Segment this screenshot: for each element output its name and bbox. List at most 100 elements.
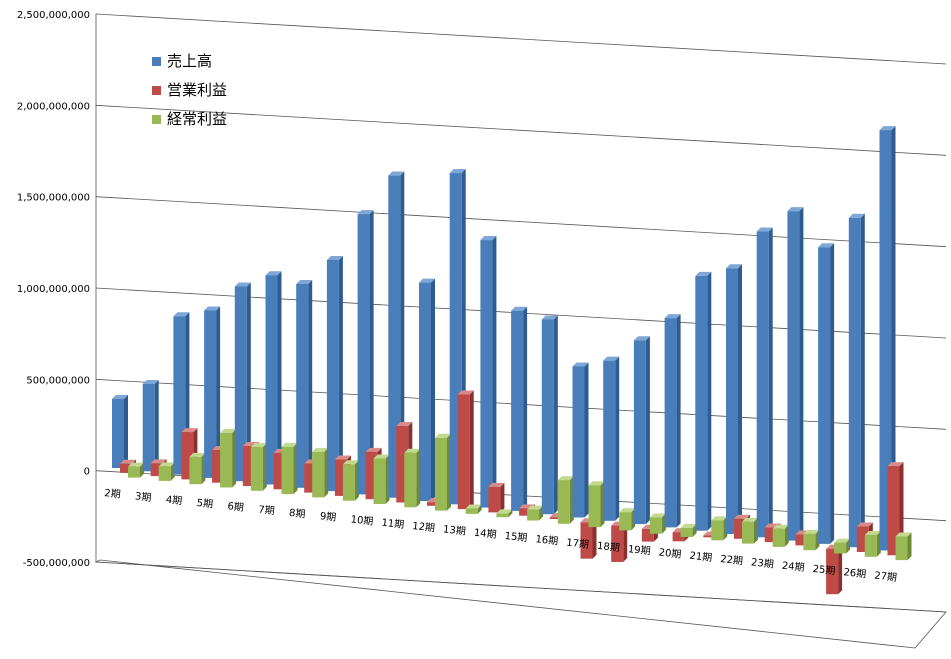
- bar-top: [633, 336, 650, 341]
- bar: [189, 456, 202, 485]
- x-tick-label: 16期: [535, 533, 559, 547]
- x-tick-label: 9期: [319, 510, 337, 524]
- bar: [549, 517, 562, 519]
- bar-top: [365, 447, 382, 452]
- bar-top: [680, 523, 697, 528]
- bar: [649, 517, 662, 534]
- legend-label: 経常利益: [167, 110, 227, 128]
- x-tick-label: 15期: [504, 530, 528, 544]
- gridline: [95, 13, 947, 65]
- y-tick-label: 1,000,000,000: [17, 284, 90, 295]
- bar-top: [342, 460, 359, 465]
- x-tick-label: 11期: [381, 517, 405, 531]
- bar-top: [557, 476, 574, 481]
- bar-top: [465, 504, 482, 509]
- bar: [803, 533, 816, 551]
- x-tick-label: 3期: [134, 490, 152, 504]
- x-tick-label: 21期: [689, 550, 713, 564]
- y-tick-label: 0: [84, 467, 90, 478]
- bar-top: [357, 210, 374, 215]
- bar: [281, 446, 294, 495]
- bar: [703, 535, 716, 538]
- legend-swatch: [152, 86, 161, 95]
- bar-top: [281, 442, 298, 447]
- bar: [680, 527, 693, 537]
- bar-side: [400, 171, 405, 498]
- bar-top: [772, 524, 789, 529]
- bar-top: [818, 243, 835, 248]
- bar: [388, 175, 401, 498]
- bar-top: [265, 271, 282, 276]
- bar-top: [834, 538, 851, 543]
- bar-side: [277, 271, 282, 485]
- bar: [848, 217, 861, 548]
- bar-top: [895, 532, 912, 537]
- x-tick-label: 12期: [412, 520, 436, 534]
- x-tick-label: 4期: [165, 494, 183, 508]
- y-tick-label: -500,000,000: [23, 558, 90, 569]
- bar: [496, 513, 509, 518]
- bar-side: [431, 278, 435, 501]
- x-tick-label: 7期: [258, 504, 276, 518]
- bar-top: [457, 390, 474, 395]
- bar: [672, 532, 685, 542]
- bar: [204, 310, 217, 478]
- x-tick-label: 23期: [750, 556, 774, 570]
- bar-side: [860, 213, 865, 548]
- bar-top: [496, 509, 513, 514]
- bar-side: [623, 521, 628, 562]
- bar: [527, 509, 540, 521]
- bar: [603, 360, 616, 521]
- bar-side: [676, 314, 681, 528]
- bar: [519, 508, 532, 516]
- bar-top: [864, 530, 881, 535]
- bar: [711, 520, 724, 541]
- bar: [373, 458, 386, 504]
- bar-top: [742, 517, 758, 522]
- bar-side: [508, 509, 513, 518]
- bar-top: [726, 264, 742, 269]
- y-tick-label: 1,500,000,000: [17, 193, 90, 204]
- legend-label: 営業利益: [167, 81, 227, 99]
- bar-side: [899, 462, 904, 556]
- x-tick-label: 8期: [288, 507, 306, 521]
- legend-label: 売上高: [167, 52, 212, 70]
- bar-top: [649, 513, 666, 518]
- bar-side: [246, 282, 251, 482]
- bar: [826, 548, 839, 595]
- bar-top: [334, 455, 351, 460]
- bar-top: [373, 454, 390, 459]
- bar-side: [907, 532, 912, 561]
- bar-top: [419, 278, 435, 283]
- bar: [220, 432, 233, 488]
- bar-top: [112, 394, 128, 399]
- bar-side: [500, 482, 505, 513]
- y-tick-label: 2,500,000,000: [17, 10, 90, 21]
- bar: [580, 522, 593, 559]
- bar: [879, 130, 892, 551]
- bar: [142, 383, 155, 472]
- bar-top: [388, 171, 405, 176]
- bar: [726, 268, 738, 534]
- bar: [742, 521, 754, 544]
- bar-top: [404, 448, 421, 453]
- bar: [511, 310, 524, 511]
- bar-top: [234, 282, 251, 287]
- bar-side: [523, 306, 528, 511]
- bar: [611, 525, 624, 562]
- bar-top: [181, 428, 198, 433]
- x-tick-label: 26期: [843, 566, 867, 580]
- bar: [895, 536, 908, 561]
- bar: [864, 534, 877, 557]
- bar-side: [553, 315, 558, 515]
- bar-side: [124, 394, 128, 468]
- bar-side: [492, 236, 497, 508]
- bar-side: [799, 207, 804, 541]
- x-tick-label: 14期: [473, 527, 497, 541]
- bar-top: [158, 462, 175, 467]
- bar-top: [848, 213, 865, 218]
- bar-side: [768, 227, 773, 538]
- bar-side: [707, 271, 712, 531]
- bar-top: [856, 522, 873, 527]
